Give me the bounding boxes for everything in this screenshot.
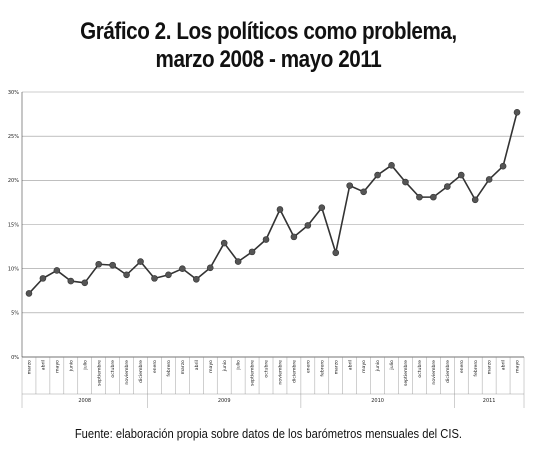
y-tick-label: 30% (8, 90, 19, 96)
x-tick-label: marzo (333, 360, 339, 375)
data-point (123, 271, 130, 279)
data-point (304, 222, 312, 229)
data-point (165, 271, 172, 279)
data-point (388, 162, 395, 169)
data-point (416, 193, 423, 201)
x-tick-label: mayo (516, 360, 521, 373)
data-point (457, 171, 465, 179)
data-point (346, 182, 353, 189)
data-point (53, 267, 61, 274)
data-point (25, 290, 33, 297)
year-label: 2008 (78, 398, 91, 404)
data-point (276, 206, 284, 213)
data-point (151, 275, 158, 282)
x-tick-label: febrero (166, 360, 172, 377)
source-note: Fuente: elaboración propia sobre datos d… (74, 426, 463, 441)
x-tick-label: julio (389, 360, 395, 371)
x-tick-label: enero (459, 360, 465, 373)
x-tick-label: abril (41, 360, 47, 370)
data-point (248, 248, 256, 256)
x-tick-label: diciembre (445, 360, 451, 383)
x-tick-label: febrero (319, 360, 325, 377)
data-point (318, 204, 326, 212)
x-tick-label: enero (305, 360, 311, 373)
data-point (471, 196, 479, 204)
y-tick-label: 20% (8, 178, 19, 184)
data-point (234, 258, 242, 265)
x-tick-label: septiembre (403, 360, 409, 386)
x-tick-label: octubre (417, 360, 423, 378)
series-line (28, 112, 518, 294)
data-point (39, 275, 47, 282)
data-point (81, 279, 89, 287)
year-label: 2009 (218, 398, 231, 404)
data-point (402, 178, 409, 186)
y-tick-label: 10% (8, 266, 19, 272)
data-point (360, 188, 367, 196)
data-point (179, 265, 186, 272)
x-tick-label: diciembre (138, 360, 144, 383)
chart-title: Gráfico 2. Los políticos como problema, … (38, 18, 500, 74)
y-tick-label: 25% (8, 134, 19, 140)
data-point (332, 249, 340, 257)
data-point (499, 162, 507, 170)
data-point (95, 260, 102, 268)
data-point (206, 264, 214, 272)
data-point (67, 277, 75, 285)
x-tick-label: septiembre (250, 360, 256, 386)
x-tick-label: abril (194, 360, 200, 370)
x-tick-label: julio (82, 360, 88, 371)
x-tick-label: noviembre (278, 360, 284, 385)
chart-title-line-2: marzo 2008 - mayo 2011 (155, 46, 382, 73)
y-tick-label: 5% (11, 311, 19, 317)
x-tick-label: junio (68, 360, 74, 372)
x-tick-label: junio (375, 360, 381, 372)
data-point (290, 233, 298, 241)
x-tick-label: septiembre (96, 360, 102, 386)
year-label: 2010 (371, 398, 384, 404)
data-point (193, 275, 200, 283)
x-tick-label: noviembre (431, 360, 437, 385)
y-tick-label: 0% (11, 355, 19, 361)
x-tick-label: octubre (110, 360, 116, 378)
x-tick-label: julio (236, 360, 242, 371)
data-point (374, 171, 381, 179)
x-tick-label: junio (222, 360, 228, 372)
x-tick-label: enero (152, 360, 158, 373)
x-tick-label: marzo (27, 360, 33, 375)
x-tick-label: abril (501, 360, 507, 370)
data-point (444, 183, 451, 190)
data-point (485, 176, 493, 183)
x-tick-label: octubre (264, 360, 270, 378)
x-tick-label: mayo (362, 360, 367, 373)
year-label: 2011 (483, 398, 496, 404)
data-point (430, 193, 437, 201)
data-point (137, 258, 144, 265)
data-point (109, 261, 116, 269)
chart-title-line-1: Gráfico 2. Los políticos como problema, (80, 18, 457, 45)
y-tick-label: 15% (8, 222, 19, 228)
x-tick-label: marzo (180, 360, 186, 375)
x-tick-label: mayo (209, 360, 214, 373)
x-tick-label: mayo (55, 360, 60, 373)
x-tick-label: diciembre (292, 360, 298, 383)
x-tick-label: febrero (473, 360, 479, 377)
x-tick-label: abril (347, 360, 353, 370)
data-point (262, 236, 270, 243)
data-point (513, 109, 521, 116)
x-tick-label: noviembre (124, 360, 130, 385)
x-tick-label: marzo (487, 360, 493, 375)
data-point (220, 239, 228, 247)
